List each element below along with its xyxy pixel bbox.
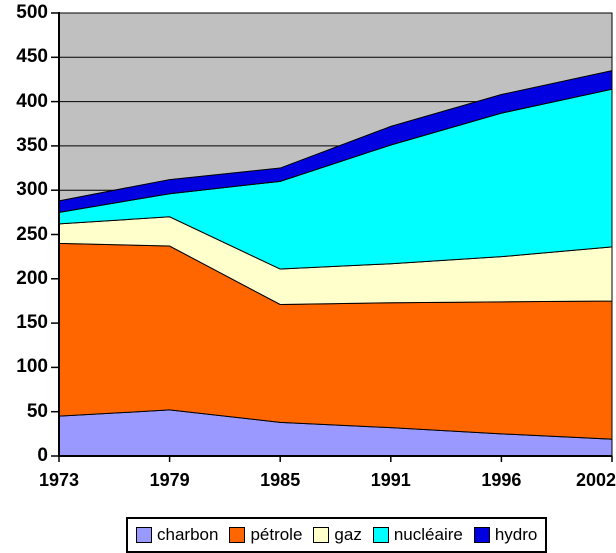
y-axis-label: 0 xyxy=(37,445,48,466)
y-axis-label: 150 xyxy=(16,312,48,334)
legend-label: gaz xyxy=(334,525,362,544)
y-axis-label: 350 xyxy=(16,134,48,156)
y-axis-label: 100 xyxy=(16,356,48,378)
area-hydro xyxy=(58,69,613,213)
legend-item-pétrole: pétrole xyxy=(229,525,302,545)
x-axis-label: 2002 xyxy=(575,470,616,490)
legend-swatch-icon xyxy=(313,527,330,543)
x-axis-label: 1985 xyxy=(260,470,301,490)
x-axis-label: 1996 xyxy=(481,470,522,490)
x-axis-label: 1973 xyxy=(38,470,80,490)
legend-item-charbon: charbon xyxy=(136,525,218,545)
legend-swatch-icon xyxy=(229,527,246,543)
y-axis-label: 250 xyxy=(16,223,48,245)
legend-item-nucléaire: nucléaire xyxy=(372,525,463,545)
y-axis-label: 200 xyxy=(16,267,48,289)
plot-area xyxy=(51,12,613,462)
legend-swatch-icon xyxy=(473,527,490,543)
legend-label: hydro xyxy=(494,525,538,544)
y-axis-label: 50 xyxy=(26,400,48,422)
x-axis-label: 1979 xyxy=(149,470,190,490)
legend-swatch-icon xyxy=(372,527,389,543)
y-axis-label: 300 xyxy=(16,179,48,201)
x-axis-label: 1991 xyxy=(370,470,411,490)
legend-label: charbon xyxy=(157,525,219,544)
legend-item-hydro: hydro xyxy=(473,525,538,545)
y-axis-label: 400 xyxy=(16,90,48,112)
legend-label: pétrole xyxy=(250,525,303,544)
legend-swatch-icon xyxy=(136,527,152,543)
y-axis-label: 450 xyxy=(16,46,48,68)
legend: charbon pétrole gaz nucléaire hydro xyxy=(126,517,548,553)
y-axis-label: 500 xyxy=(16,2,48,23)
legend-label: nucléaire xyxy=(393,525,463,544)
legend-item-gaz: gaz xyxy=(313,525,362,545)
